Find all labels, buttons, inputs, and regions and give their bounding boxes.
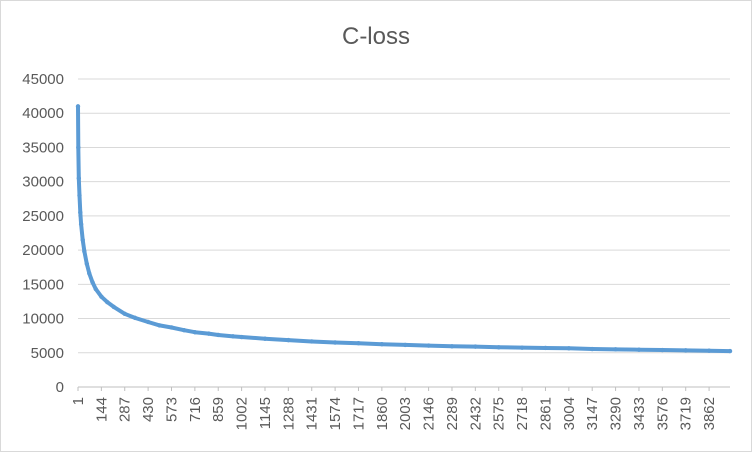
data-point <box>157 323 162 328</box>
data-point <box>80 237 85 243</box>
x-tick-label: 1002 <box>234 397 251 430</box>
data-point <box>93 286 99 292</box>
data-point <box>543 345 548 351</box>
data-point <box>286 337 291 343</box>
data-point <box>660 347 665 353</box>
x-tick-label: 287 <box>117 397 134 422</box>
data-point <box>613 347 618 352</box>
x-tick-label: 144 <box>93 397 110 422</box>
x-tick-label: 2718 <box>514 397 531 430</box>
x-tick-label: 1574 <box>327 397 344 430</box>
y-tick-label: 40000 <box>22 105 64 122</box>
y-tick-label: 5000 <box>31 345 64 362</box>
x-tick-label: 2432 <box>467 397 484 430</box>
x-tick-label: 2146 <box>421 397 438 430</box>
y-tick-label: 0 <box>56 379 64 396</box>
data-point <box>239 334 244 340</box>
data-point <box>566 346 572 351</box>
data-point <box>309 339 314 344</box>
x-tick-label: 3433 <box>631 397 648 430</box>
data-point <box>683 348 688 353</box>
x-tick-label: 573 <box>163 397 180 422</box>
data-point <box>473 344 478 349</box>
data-point <box>105 299 110 305</box>
y-tick-label: 20000 <box>22 242 64 259</box>
chart-title: C-loss <box>341 23 410 50</box>
x-tick-label: 430 <box>140 397 157 422</box>
x-tick-label: 2861 <box>537 397 554 430</box>
data-point <box>426 343 431 348</box>
data-point <box>262 336 268 341</box>
x-tick-label: 1 <box>70 397 87 405</box>
y-tick-label: 35000 <box>22 139 64 156</box>
x-tick-label: 2289 <box>444 397 461 430</box>
x-tick-label: 2003 <box>397 397 414 430</box>
data-point <box>145 319 151 325</box>
data-point <box>332 340 338 345</box>
data-point <box>206 331 211 336</box>
x-tick-label: 1717 <box>350 397 367 430</box>
gridlines <box>78 78 730 388</box>
x-tick-label: 3862 <box>701 397 718 430</box>
data-point <box>84 261 90 266</box>
data-point <box>111 304 116 310</box>
x-tick-label: 3576 <box>654 397 671 430</box>
data-point <box>519 345 525 350</box>
data-point <box>99 294 104 299</box>
data-point <box>449 344 455 349</box>
data-point <box>636 347 642 352</box>
y-tick-label: 45000 <box>22 71 64 88</box>
data-point <box>169 325 174 330</box>
data-point <box>192 330 198 335</box>
data-point <box>122 311 127 316</box>
x-tick-label: 1860 <box>374 397 391 430</box>
x-tick-label: 3147 <box>584 397 601 430</box>
x-tick-label: 3004 <box>561 397 578 430</box>
y-tick-label: 15000 <box>22 276 64 293</box>
data-point <box>356 340 361 346</box>
x-axis-ticks: 1 144 287 430 573 716 859 1002 1145 1288 1431 1574 1… <box>70 387 718 430</box>
data-point <box>496 345 501 350</box>
data-point <box>75 104 81 109</box>
data-point <box>90 280 95 285</box>
data-point <box>706 348 712 353</box>
data-point <box>216 332 221 338</box>
data-point <box>132 315 138 321</box>
data-point <box>78 221 84 227</box>
data-point <box>87 271 92 276</box>
data-point <box>590 346 595 352</box>
x-tick-label: 1145 <box>257 397 274 429</box>
data-point <box>181 327 187 333</box>
data-point <box>76 145 81 150</box>
data-point <box>76 176 82 181</box>
x-tick-label: 3719 <box>678 397 695 430</box>
data-point <box>379 342 385 347</box>
series-layer <box>75 104 733 354</box>
data-point <box>78 210 83 215</box>
data-point <box>82 249 87 254</box>
data-point <box>727 348 733 354</box>
y-axis-ticks: 0 5000 10000 15000 20000 25000 30000 35000 40000… <box>22 71 64 396</box>
y-tick-label: 30000 <box>22 174 64 191</box>
x-tick-label: 716 <box>187 397 204 422</box>
data-point <box>403 342 408 348</box>
x-tick-label: 859 <box>210 397 227 422</box>
data-point <box>230 334 236 339</box>
y-tick-label: 10000 <box>22 311 64 328</box>
x-tick-label: 3290 <box>608 397 625 430</box>
y-tick-label: 25000 <box>22 208 64 225</box>
data-point <box>77 193 82 198</box>
series-line <box>76 104 732 354</box>
x-tick-label: 1431 <box>304 397 321 430</box>
x-tick-label: 1288 <box>280 397 297 430</box>
x-tick-label: 2575 <box>491 397 508 430</box>
